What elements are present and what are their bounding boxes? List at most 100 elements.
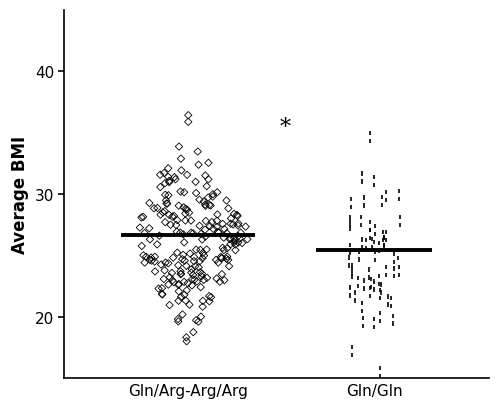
Point bbox=[196, 223, 203, 229]
Point bbox=[177, 294, 185, 301]
Point bbox=[183, 288, 191, 294]
Point bbox=[206, 203, 214, 209]
Point bbox=[223, 230, 231, 237]
Point bbox=[230, 211, 238, 218]
Point bbox=[189, 230, 197, 237]
Point bbox=[146, 236, 154, 243]
Point bbox=[189, 272, 197, 279]
Point bbox=[182, 334, 190, 341]
Point bbox=[202, 173, 209, 179]
Point bbox=[147, 255, 155, 261]
Point bbox=[156, 212, 164, 218]
Point bbox=[166, 302, 173, 308]
Point bbox=[223, 245, 231, 252]
Point bbox=[191, 263, 199, 270]
Point bbox=[198, 273, 205, 280]
Point bbox=[226, 221, 234, 227]
Point bbox=[178, 256, 186, 263]
Point bbox=[140, 230, 148, 237]
Point bbox=[220, 226, 228, 233]
Point bbox=[162, 201, 170, 207]
Point bbox=[138, 215, 145, 221]
Point bbox=[146, 257, 154, 263]
Point bbox=[196, 197, 203, 203]
Point bbox=[164, 261, 172, 267]
Point bbox=[204, 160, 212, 166]
Point bbox=[214, 229, 222, 236]
Point bbox=[227, 236, 235, 243]
Point bbox=[227, 216, 235, 222]
Point bbox=[201, 227, 209, 234]
Point bbox=[165, 178, 173, 185]
Point bbox=[185, 210, 193, 216]
Point bbox=[233, 212, 241, 219]
Point bbox=[174, 318, 182, 325]
Point bbox=[177, 156, 185, 162]
Point bbox=[194, 149, 202, 155]
Point bbox=[168, 270, 176, 276]
Point bbox=[209, 226, 217, 232]
Point bbox=[187, 230, 195, 236]
Point bbox=[192, 190, 200, 197]
Point bbox=[182, 218, 190, 224]
Point bbox=[173, 250, 181, 256]
Point bbox=[186, 302, 194, 308]
Point bbox=[156, 172, 164, 179]
Point bbox=[173, 229, 181, 235]
Point bbox=[164, 166, 172, 172]
Point bbox=[174, 282, 182, 288]
Point bbox=[207, 294, 215, 301]
Point bbox=[218, 255, 226, 262]
Point bbox=[209, 191, 217, 198]
Point bbox=[179, 252, 187, 258]
Point bbox=[192, 247, 200, 253]
Point bbox=[175, 281, 183, 288]
Point bbox=[176, 230, 184, 236]
Point bbox=[160, 276, 168, 283]
Point bbox=[200, 253, 208, 259]
Point bbox=[140, 252, 147, 259]
Point bbox=[193, 279, 201, 285]
Point bbox=[232, 247, 239, 254]
Point bbox=[161, 180, 169, 187]
Point bbox=[197, 231, 205, 238]
Point bbox=[178, 311, 186, 318]
Point bbox=[202, 184, 210, 190]
Point bbox=[244, 236, 252, 243]
Point bbox=[234, 233, 242, 240]
Point bbox=[200, 277, 208, 283]
Point bbox=[202, 218, 210, 225]
Point bbox=[170, 279, 178, 286]
Point bbox=[160, 170, 168, 177]
Point bbox=[220, 235, 228, 241]
Point bbox=[170, 175, 178, 181]
Point bbox=[198, 255, 206, 262]
Point bbox=[158, 285, 166, 292]
Point bbox=[162, 198, 170, 204]
Point bbox=[166, 222, 174, 229]
Point bbox=[162, 260, 170, 266]
Point bbox=[190, 258, 198, 265]
Point bbox=[164, 201, 172, 207]
Point bbox=[176, 189, 184, 196]
Point bbox=[216, 254, 224, 261]
Point bbox=[183, 207, 191, 213]
Point bbox=[190, 329, 198, 336]
Point bbox=[187, 218, 195, 224]
Point bbox=[188, 282, 196, 289]
Point bbox=[170, 213, 178, 220]
Point bbox=[190, 276, 198, 283]
Point bbox=[186, 251, 194, 257]
Point bbox=[177, 271, 185, 277]
Point bbox=[230, 239, 238, 246]
Point bbox=[148, 258, 156, 264]
Point bbox=[168, 214, 176, 220]
Point bbox=[192, 179, 200, 186]
Point bbox=[156, 233, 164, 239]
Point bbox=[157, 262, 165, 268]
Point bbox=[174, 298, 182, 304]
Point bbox=[165, 212, 173, 218]
Point bbox=[201, 202, 209, 208]
Point bbox=[161, 192, 169, 199]
Point bbox=[176, 268, 184, 275]
